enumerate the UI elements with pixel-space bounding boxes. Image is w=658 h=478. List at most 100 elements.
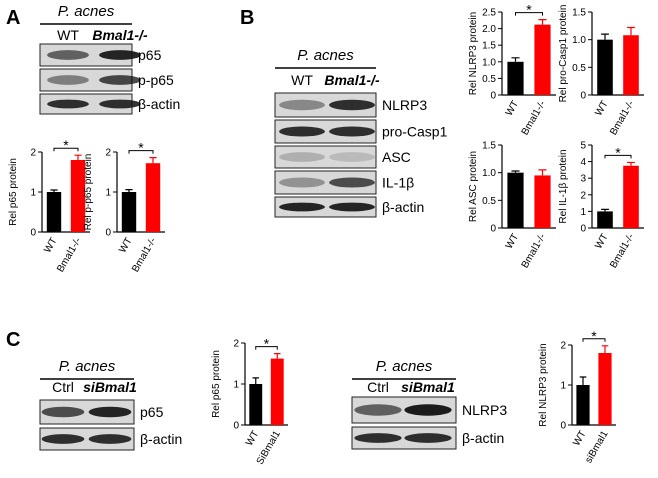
- y-tick-label: 1: [580, 207, 586, 218]
- blot-band: [404, 433, 452, 443]
- y-tick-label: 2.0: [482, 24, 496, 35]
- y-tick-label: 0: [105, 228, 111, 239]
- y-tick-label: 0: [490, 224, 496, 235]
- y-tick-label: 0: [580, 91, 586, 102]
- y-axis-label: Rel NLRP3 protein: [538, 343, 549, 426]
- protein-label: NLRP3: [462, 402, 507, 418]
- significance-label: *: [138, 140, 144, 156]
- y-tick-label: 3: [580, 174, 586, 185]
- blot-band: [88, 434, 132, 444]
- significance-label: *: [526, 2, 532, 18]
- error-bar: [149, 157, 157, 164]
- y-tick-label: 0.5: [572, 63, 586, 74]
- protein-label: β-actin: [462, 430, 504, 446]
- bar: [623, 165, 639, 228]
- protein-label: p-p65: [138, 72, 174, 88]
- x-tick-label: WT: [593, 99, 610, 118]
- error-bar: [601, 208, 609, 212]
- x-tick-label: WT: [504, 232, 521, 251]
- group-label: Ctrl: [52, 379, 74, 395]
- protein-label: p65: [140, 404, 164, 420]
- blot-band: [329, 152, 375, 162]
- y-tick-label: 0: [233, 421, 239, 432]
- error-bar: [125, 189, 133, 192]
- blot-band: [47, 50, 89, 60]
- group-label: Bmal1-/-: [324, 72, 380, 88]
- error-bar: [627, 161, 635, 166]
- blot-band: [329, 202, 375, 212]
- bar: [145, 163, 161, 232]
- x-tick-label: Bmal1-/-: [520, 99, 548, 137]
- group-label: siBmal1: [83, 379, 137, 395]
- y-axis-label: Rel ASC protein: [468, 151, 479, 222]
- blot-band: [279, 99, 325, 111]
- y-tick-label: 2: [30, 148, 36, 159]
- group-label: Ctrl: [367, 379, 389, 395]
- blot-band: [329, 99, 375, 111]
- blot-band: [41, 406, 85, 418]
- y-tick-label: 2: [560, 341, 566, 352]
- blot-band: [354, 433, 402, 443]
- protein-label: ASC: [382, 149, 411, 165]
- x-tick-label: WT: [244, 429, 261, 448]
- error-bar: [601, 33, 609, 40]
- protein-label: p65: [138, 47, 162, 63]
- error-bar: [274, 353, 281, 359]
- bar: [576, 385, 590, 425]
- significance-bracket: [128, 150, 154, 154]
- treatment-label: P. acnes: [376, 358, 433, 375]
- blot-strip: [274, 119, 377, 144]
- group-label: WT: [57, 27, 79, 43]
- y-tick-label: 0: [580, 224, 586, 235]
- x-tick-label: WT: [571, 429, 588, 448]
- y-axis-label: Rel IL-1β protein: [558, 149, 569, 223]
- error-bar: [538, 19, 547, 25]
- significance-bracket: [582, 338, 606, 342]
- blot-band: [47, 75, 89, 85]
- y-tick-label: 0.5: [482, 196, 496, 207]
- group-label: siBmal1: [401, 379, 455, 395]
- bar: [70, 160, 86, 232]
- y-tick-label: 2: [233, 339, 239, 350]
- bar: [507, 61, 524, 95]
- x-tick-label: Bmal1-/-: [608, 232, 636, 270]
- error-bar: [252, 377, 259, 384]
- x-tick-label: Bmal1-/-: [608, 99, 636, 137]
- protein-label: β-actin: [138, 96, 180, 112]
- y-tick-label: 2: [580, 190, 586, 201]
- protein-label: IL-1β: [382, 175, 414, 191]
- y-axis-label: Rel pro-Casp1 protein: [558, 5, 569, 103]
- y-tick-label: 2: [105, 148, 111, 159]
- blot-band: [99, 50, 141, 60]
- y-tick-label: 5: [580, 141, 586, 152]
- significance-label: *: [591, 328, 597, 344]
- blot-strip: [39, 427, 135, 451]
- blot-strip: [274, 170, 377, 195]
- y-tick-label: 1: [233, 380, 239, 391]
- blot-band: [279, 177, 325, 188]
- treatment-label: P. acnes: [59, 358, 116, 375]
- bar: [623, 35, 639, 95]
- y-tick-label: 1: [560, 381, 566, 392]
- error-bar: [601, 345, 609, 353]
- error-bar: [538, 169, 547, 176]
- treatment-label: P. acnes: [297, 47, 354, 64]
- blot-band: [99, 75, 141, 85]
- y-tick-label: 1.0: [482, 168, 496, 179]
- blot-strip: [274, 145, 377, 169]
- y-axis-label: Rel NLRP3 protein: [468, 12, 479, 95]
- x-tick-label: WT: [117, 236, 134, 255]
- y-axis-label: Rel p65 protein: [211, 350, 222, 418]
- y-tick-label: 0: [30, 228, 36, 239]
- significance-bracket: [604, 154, 632, 159]
- bar: [507, 172, 524, 228]
- treatment-label: P. acnes: [58, 3, 115, 20]
- x-tick-label: WT: [42, 236, 59, 255]
- y-tick-label: 1: [105, 188, 111, 199]
- bar: [249, 384, 263, 425]
- y-tick-label: 1: [30, 188, 36, 199]
- significance-bracket: [53, 147, 79, 152]
- bar: [598, 353, 612, 425]
- significance-label: *: [63, 137, 69, 153]
